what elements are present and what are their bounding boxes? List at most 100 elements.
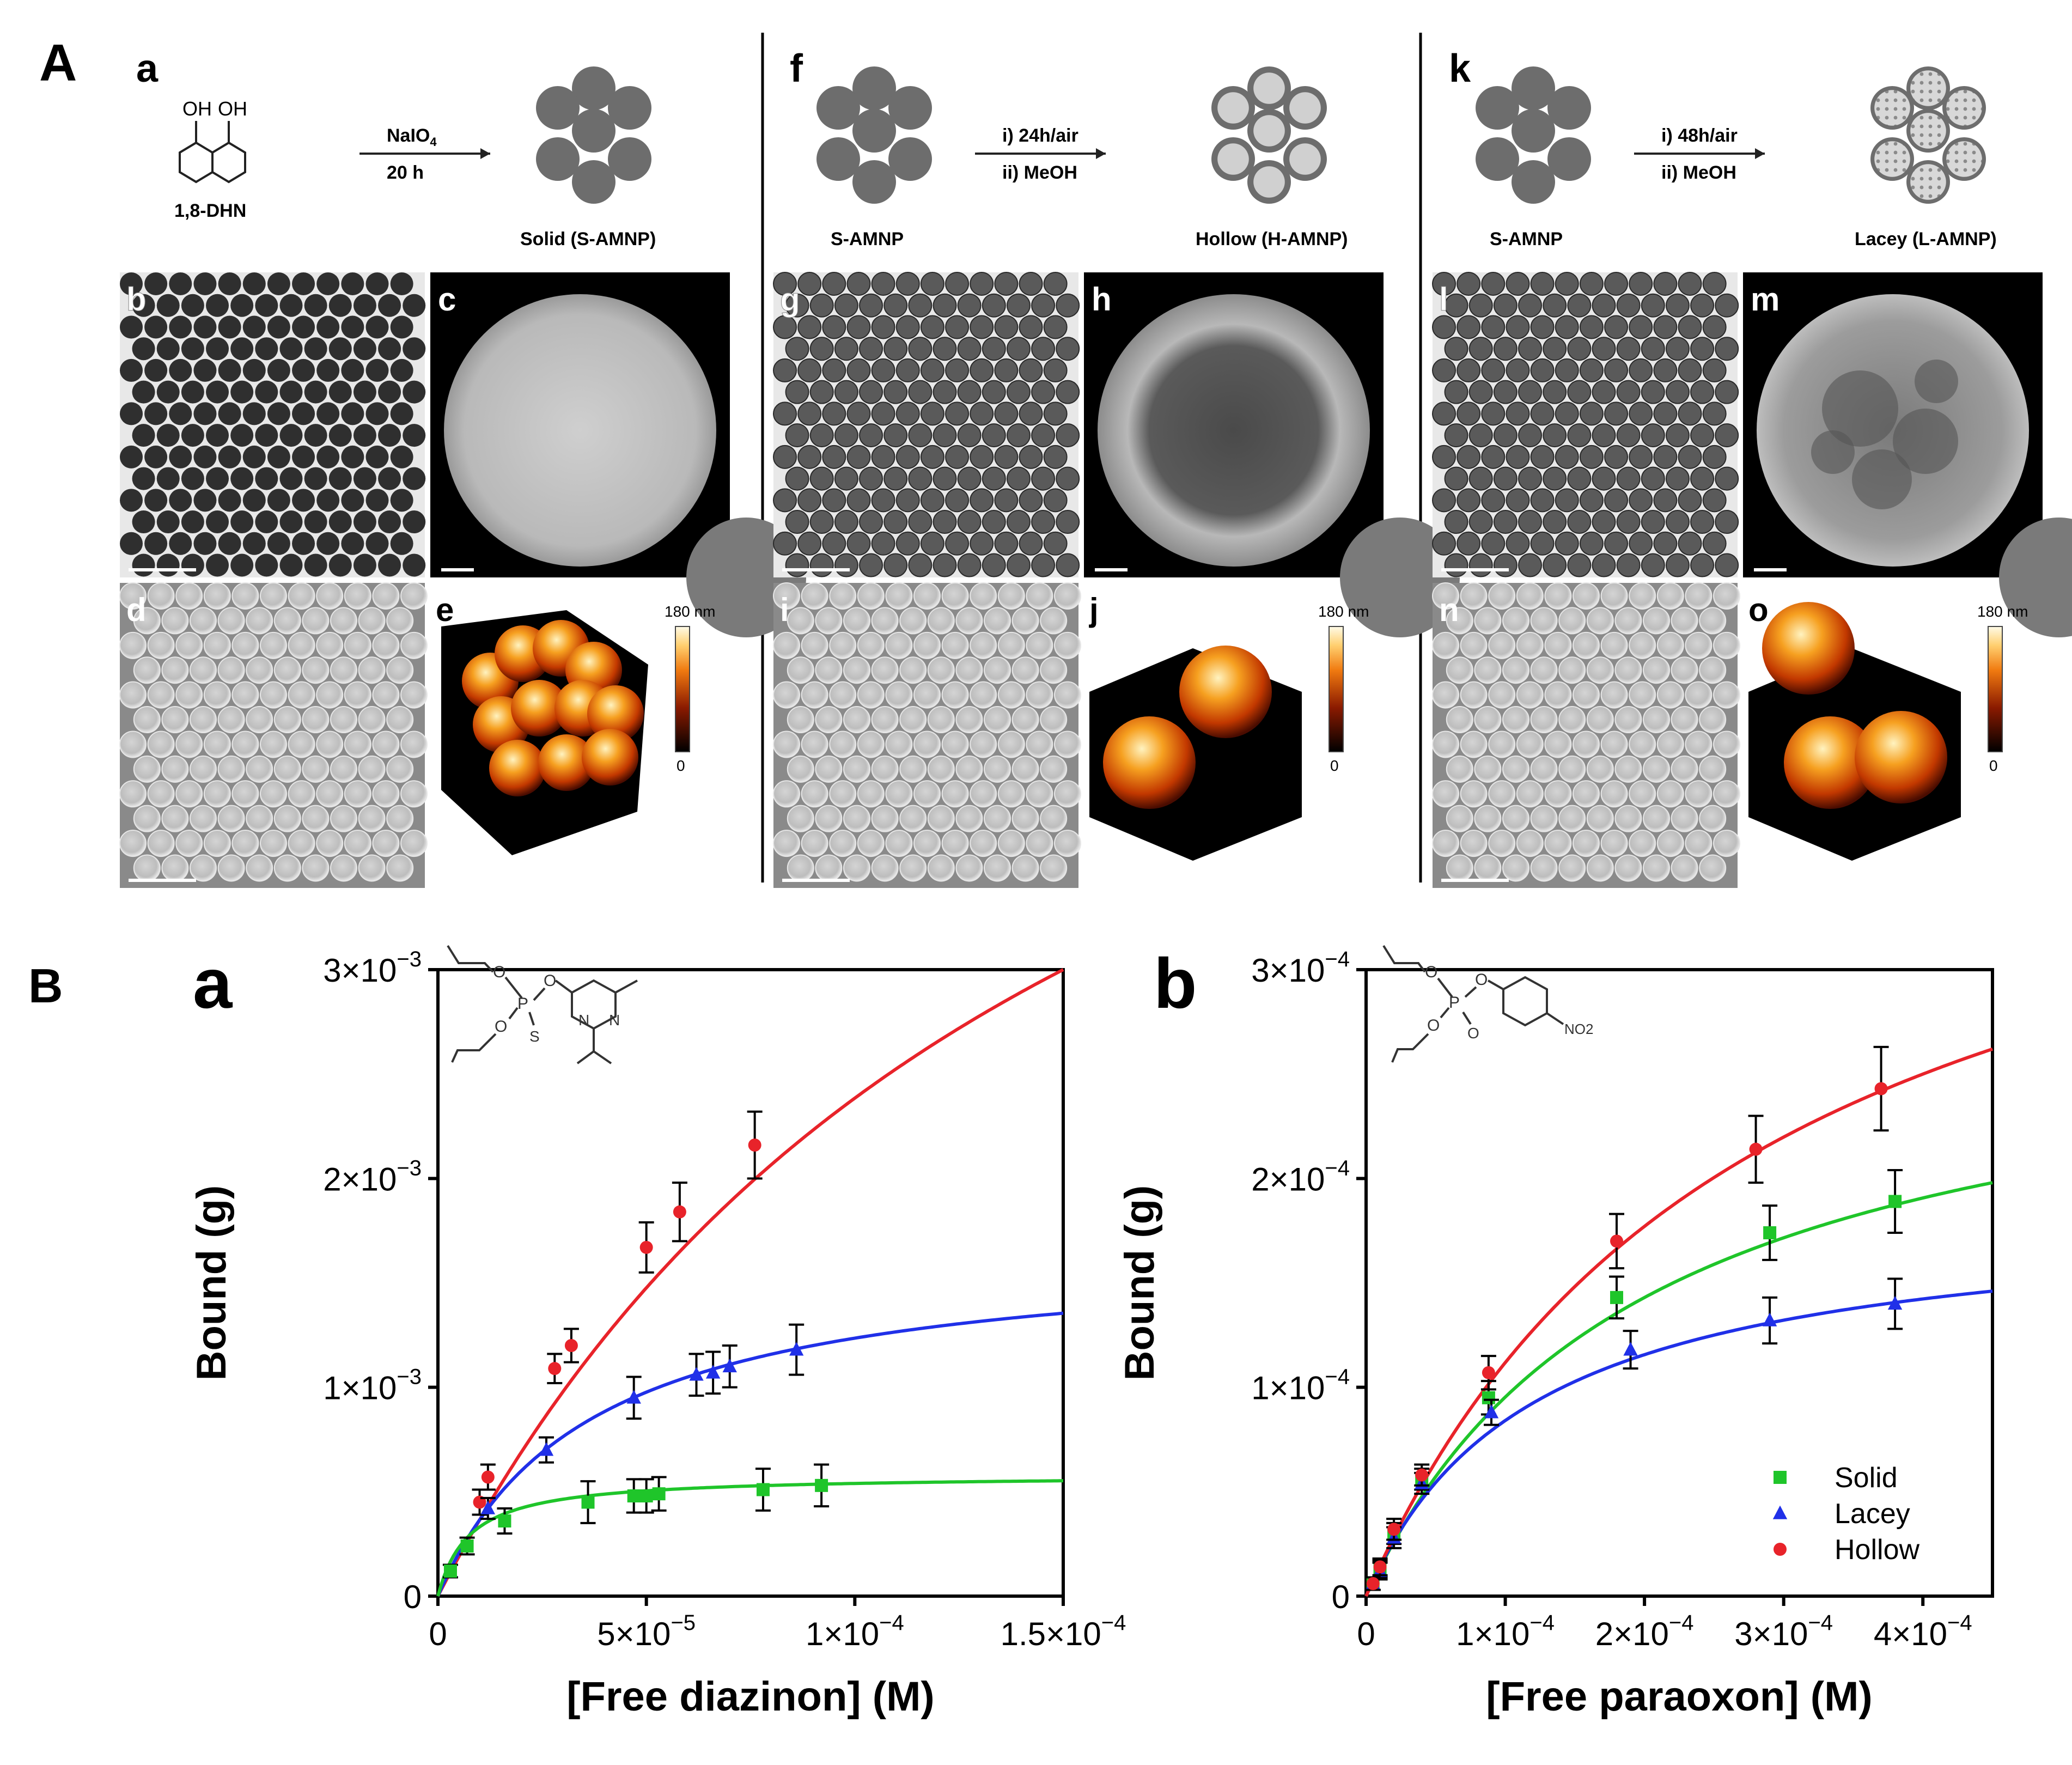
- sem-particle: [358, 755, 386, 783]
- tem-particle: [403, 337, 426, 361]
- tem-particle: [1641, 510, 1665, 534]
- tem-particle: [970, 315, 994, 339]
- tem-particle: [1518, 510, 1543, 534]
- sem-particle: [1643, 805, 1670, 832]
- sem-particle: [246, 755, 273, 783]
- sem-particle: [1516, 830, 1544, 857]
- sem-particle: [1656, 731, 1684, 758]
- fit-curve-solid: [1364, 1181, 1993, 1597]
- tem-particle: [834, 553, 858, 577]
- svg-text:O: O: [495, 1018, 507, 1036]
- sem-particle: [1011, 706, 1039, 734]
- sem-particle: [400, 631, 428, 659]
- tem-particle: [1702, 272, 1727, 296]
- tem-particle: [267, 272, 290, 295]
- tem-particle: [1715, 293, 1739, 318]
- tem-particle: [1043, 401, 1068, 426]
- tem-particle: [1702, 315, 1727, 339]
- tem-particle: [403, 553, 426, 577]
- data-point-hollow: [639, 1240, 653, 1254]
- tem-particle: [206, 553, 229, 577]
- sem-particle: [829, 731, 857, 758]
- tem-particle: [1653, 488, 1678, 513]
- sem-particle: [133, 706, 161, 734]
- nanoparticle-core: [1217, 92, 1249, 124]
- tem-particle: [144, 315, 168, 339]
- sem-particle: [1558, 854, 1586, 882]
- sem-particle: [899, 854, 927, 882]
- tem-particle: [378, 337, 401, 361]
- sem-particle: [843, 656, 870, 684]
- tem-particle: [822, 401, 846, 426]
- nanoparticle-core: [1910, 113, 1946, 149]
- nanoparticle-core: [1289, 92, 1321, 124]
- tem-particle: [1530, 358, 1555, 382]
- sem-particle: [1558, 656, 1586, 684]
- sem-particle: [1643, 706, 1670, 734]
- sem-particle: [815, 805, 843, 832]
- tem-particle: [144, 445, 168, 468]
- tem-particle: [809, 293, 834, 318]
- sem-particle: [913, 830, 941, 857]
- sem-particle: [1699, 607, 1727, 635]
- single-particle: [444, 294, 716, 567]
- tem-particle: [871, 488, 895, 513]
- sem-particle: [217, 854, 245, 882]
- sem-particle: [1671, 805, 1698, 832]
- tem-particle: [206, 380, 229, 404]
- sem-particle: [190, 805, 217, 832]
- tem-particle: [883, 293, 908, 318]
- sem-particle: [1011, 805, 1039, 832]
- tem-particle: [1690, 510, 1715, 534]
- sem-particle: [941, 681, 969, 709]
- data-point-hollow: [748, 1139, 761, 1152]
- tem-particle: [1493, 380, 1518, 404]
- tem-particle: [1031, 466, 1056, 491]
- tem-particle: [809, 510, 834, 534]
- sem-particle: [231, 731, 259, 758]
- tem-particle: [908, 293, 933, 318]
- sem-particle: [1600, 681, 1628, 709]
- tem-particle: [316, 358, 340, 382]
- tem-particle: [144, 402, 168, 425]
- sem-particle: [815, 854, 843, 882]
- tem-particle: [970, 531, 994, 556]
- tem-particle: [1019, 401, 1043, 426]
- panel-label-A: A: [39, 34, 77, 92]
- data-point-hollow: [1373, 1560, 1387, 1574]
- sem-particle: [1026, 681, 1053, 709]
- sem-particle: [1699, 805, 1727, 832]
- nanoparticle: [852, 160, 896, 204]
- sem-particle: [829, 681, 857, 709]
- tem-particle: [169, 315, 192, 339]
- sem-particle: [133, 854, 161, 882]
- tem-particle: [193, 489, 217, 512]
- reactant-label: 1,8-DHN: [174, 200, 246, 221]
- sem-particle: [1530, 805, 1558, 832]
- pore: [1811, 430, 1855, 474]
- sem-particle: [1629, 830, 1656, 857]
- tem-particle: [933, 337, 957, 361]
- tem-particle: [1043, 272, 1068, 296]
- sem-particle: [913, 631, 941, 659]
- tem-particle: [1530, 401, 1555, 426]
- tem-particle: [1031, 423, 1056, 448]
- arrow-condition-bottom: ii) MeOH: [1002, 162, 1077, 183]
- tem-particle: [945, 272, 970, 296]
- tem-particle: [1678, 445, 1702, 469]
- sem-particle: [1573, 780, 1600, 808]
- sem-particle: [871, 755, 899, 783]
- x-tick-label: 0: [1357, 1616, 1375, 1652]
- pore: [1822, 370, 1898, 447]
- tem-particle: [945, 445, 970, 469]
- sem-particle: [1026, 582, 1053, 610]
- x-tick-label: 3×10−4: [1734, 1611, 1833, 1652]
- sem-particle: [400, 780, 428, 808]
- tem-particle: [378, 424, 401, 447]
- legend-marker-lacey: [1772, 1505, 1788, 1519]
- sem-particle: [260, 731, 287, 758]
- tem-particle: [994, 315, 1019, 339]
- sem-particle: [1713, 631, 1740, 659]
- sem-particle: [941, 582, 969, 610]
- tem-particle: [957, 423, 982, 448]
